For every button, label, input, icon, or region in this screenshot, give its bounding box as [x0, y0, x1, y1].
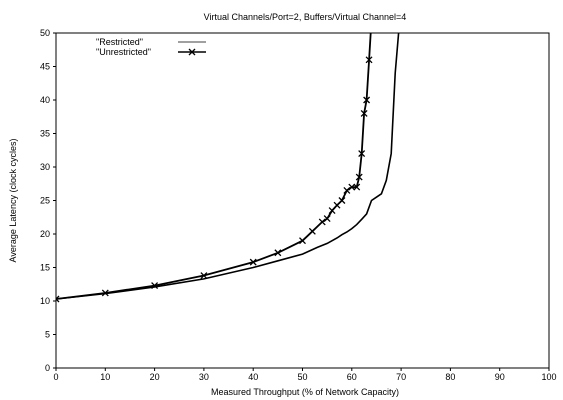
- data-point-marker: [338, 197, 346, 204]
- legend: "Restricted""Unrestricted": [96, 37, 206, 57]
- x-tick-label: 70: [396, 372, 406, 382]
- y-tick-label: 0: [45, 363, 50, 373]
- x-tick-label: 0: [53, 372, 58, 382]
- data-point-marker: [353, 183, 361, 191]
- data-point-marker: [363, 96, 371, 104]
- data-point-marker: [348, 183, 356, 191]
- x-tick-label: 20: [150, 372, 160, 382]
- y-tick-label: 10: [40, 296, 50, 306]
- series-line: [56, 33, 400, 300]
- series-line: [56, 33, 372, 300]
- data-point-marker: [358, 150, 366, 158]
- data-point-marker: [299, 237, 306, 245]
- y-tick-label: 40: [40, 95, 50, 105]
- legend-label: "Restricted": [96, 37, 143, 47]
- data-point-marker: [355, 173, 363, 181]
- data-point-marker: [274, 249, 282, 257]
- x-tick-label: 50: [297, 372, 307, 382]
- data-point-marker: [343, 186, 351, 194]
- y-tick-label: 45: [40, 62, 50, 72]
- x-tick-label: 60: [347, 372, 357, 382]
- data-point-marker: [323, 215, 331, 223]
- data-point-marker: [308, 227, 316, 235]
- data-point-marker: [56, 298, 60, 303]
- y-tick-label: 20: [40, 229, 50, 239]
- data-point-marker: [318, 218, 326, 226]
- data-point-marker: [151, 282, 159, 290]
- data-point-marker: [328, 207, 336, 215]
- series-restricted: [56, 33, 400, 300]
- data-point-marker: [200, 272, 208, 279]
- series-layer: [56, 33, 400, 303]
- x-tick-label: 100: [541, 372, 556, 382]
- x-tick-label: 80: [445, 372, 455, 382]
- x-axis-label: Measured Throughput (% of Network Capaci…: [211, 387, 399, 397]
- x-tick-label: 40: [248, 372, 258, 382]
- y-tick-label: 35: [40, 129, 50, 139]
- y-axis-label: Average Latency (clock cycles): [8, 139, 18, 263]
- chart-title: Virtual Channels/Port=2, Buffers/Virtual…: [204, 12, 407, 22]
- data-point-marker: [56, 295, 60, 300]
- x-tick-label: 90: [495, 372, 505, 382]
- y-tick-label: 5: [45, 330, 50, 340]
- data-point-marker: [360, 109, 368, 117]
- y-tick-label: 30: [40, 162, 50, 172]
- plot-area: [55, 32, 550, 369]
- series-unrestricted: [56, 33, 373, 303]
- data-point-marker: [365, 56, 373, 64]
- x-tick-label: 30: [199, 372, 209, 382]
- y-tick-label: 15: [40, 263, 50, 273]
- data-point-marker: [188, 48, 196, 56]
- axis-ticks: 0 10 20 30 40 50 60 70 80 90 100 0 5 10 15 20 25 30 35 40 45…: [40, 28, 557, 382]
- data-point-marker: [249, 258, 257, 266]
- y-tick-label: 50: [40, 28, 50, 38]
- x-tick-label: 10: [100, 372, 110, 382]
- y-tick-label: 25: [40, 196, 50, 206]
- legend-label: "Unrestricted": [96, 47, 151, 57]
- data-point-marker: [101, 289, 109, 297]
